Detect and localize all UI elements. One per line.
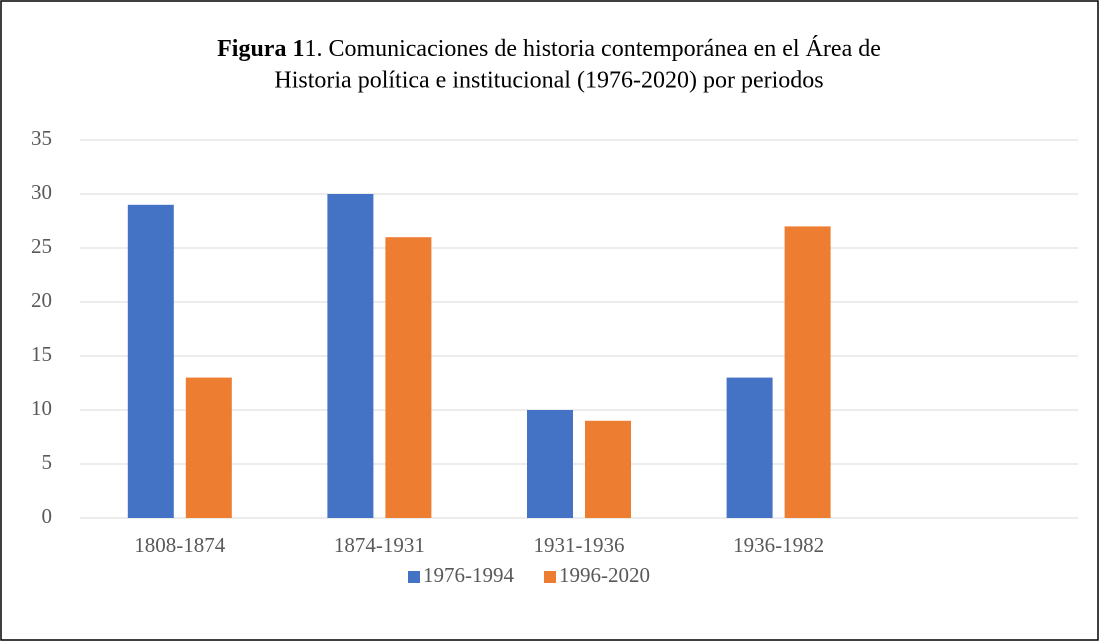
y-tick-label: 20: [31, 288, 52, 312]
bar: [784, 226, 831, 518]
legend-swatch: [544, 571, 556, 583]
y-tick-label: 5: [42, 450, 53, 474]
bar: [527, 410, 573, 518]
chart-title: Figura 11. Comunicaciones de historia co…: [217, 36, 881, 62]
y-tick-label: 30: [31, 180, 52, 204]
x-tick-label: 1874-1931: [334, 533, 425, 557]
bar: [385, 237, 432, 518]
y-tick-label: 10: [31, 396, 52, 420]
title-bold: Figura 1: [217, 36, 304, 62]
y-tick-label: 0: [42, 504, 53, 528]
bar: [127, 204, 174, 519]
x-tick-label: 1931-1936: [534, 533, 625, 557]
bar: [185, 377, 232, 518]
legend-label: 1996-2020: [559, 563, 650, 587]
bar: [726, 377, 773, 518]
x-tick-label: 1808-1874: [134, 533, 225, 557]
y-tick-label: 25: [31, 234, 52, 258]
y-tick-label: 15: [31, 342, 52, 366]
title-line: 1. Comunicaciones de historia contemporá…: [304, 36, 880, 62]
bar: [327, 194, 374, 518]
chart-title: Historia política e institucional (1976-…: [274, 68, 823, 94]
y-tick-label: 35: [31, 126, 52, 150]
bar: [585, 420, 631, 518]
x-tick-label: 1936-1982: [733, 533, 824, 557]
legend-swatch: [408, 571, 420, 583]
legend-label: 1976-1994: [423, 563, 514, 587]
